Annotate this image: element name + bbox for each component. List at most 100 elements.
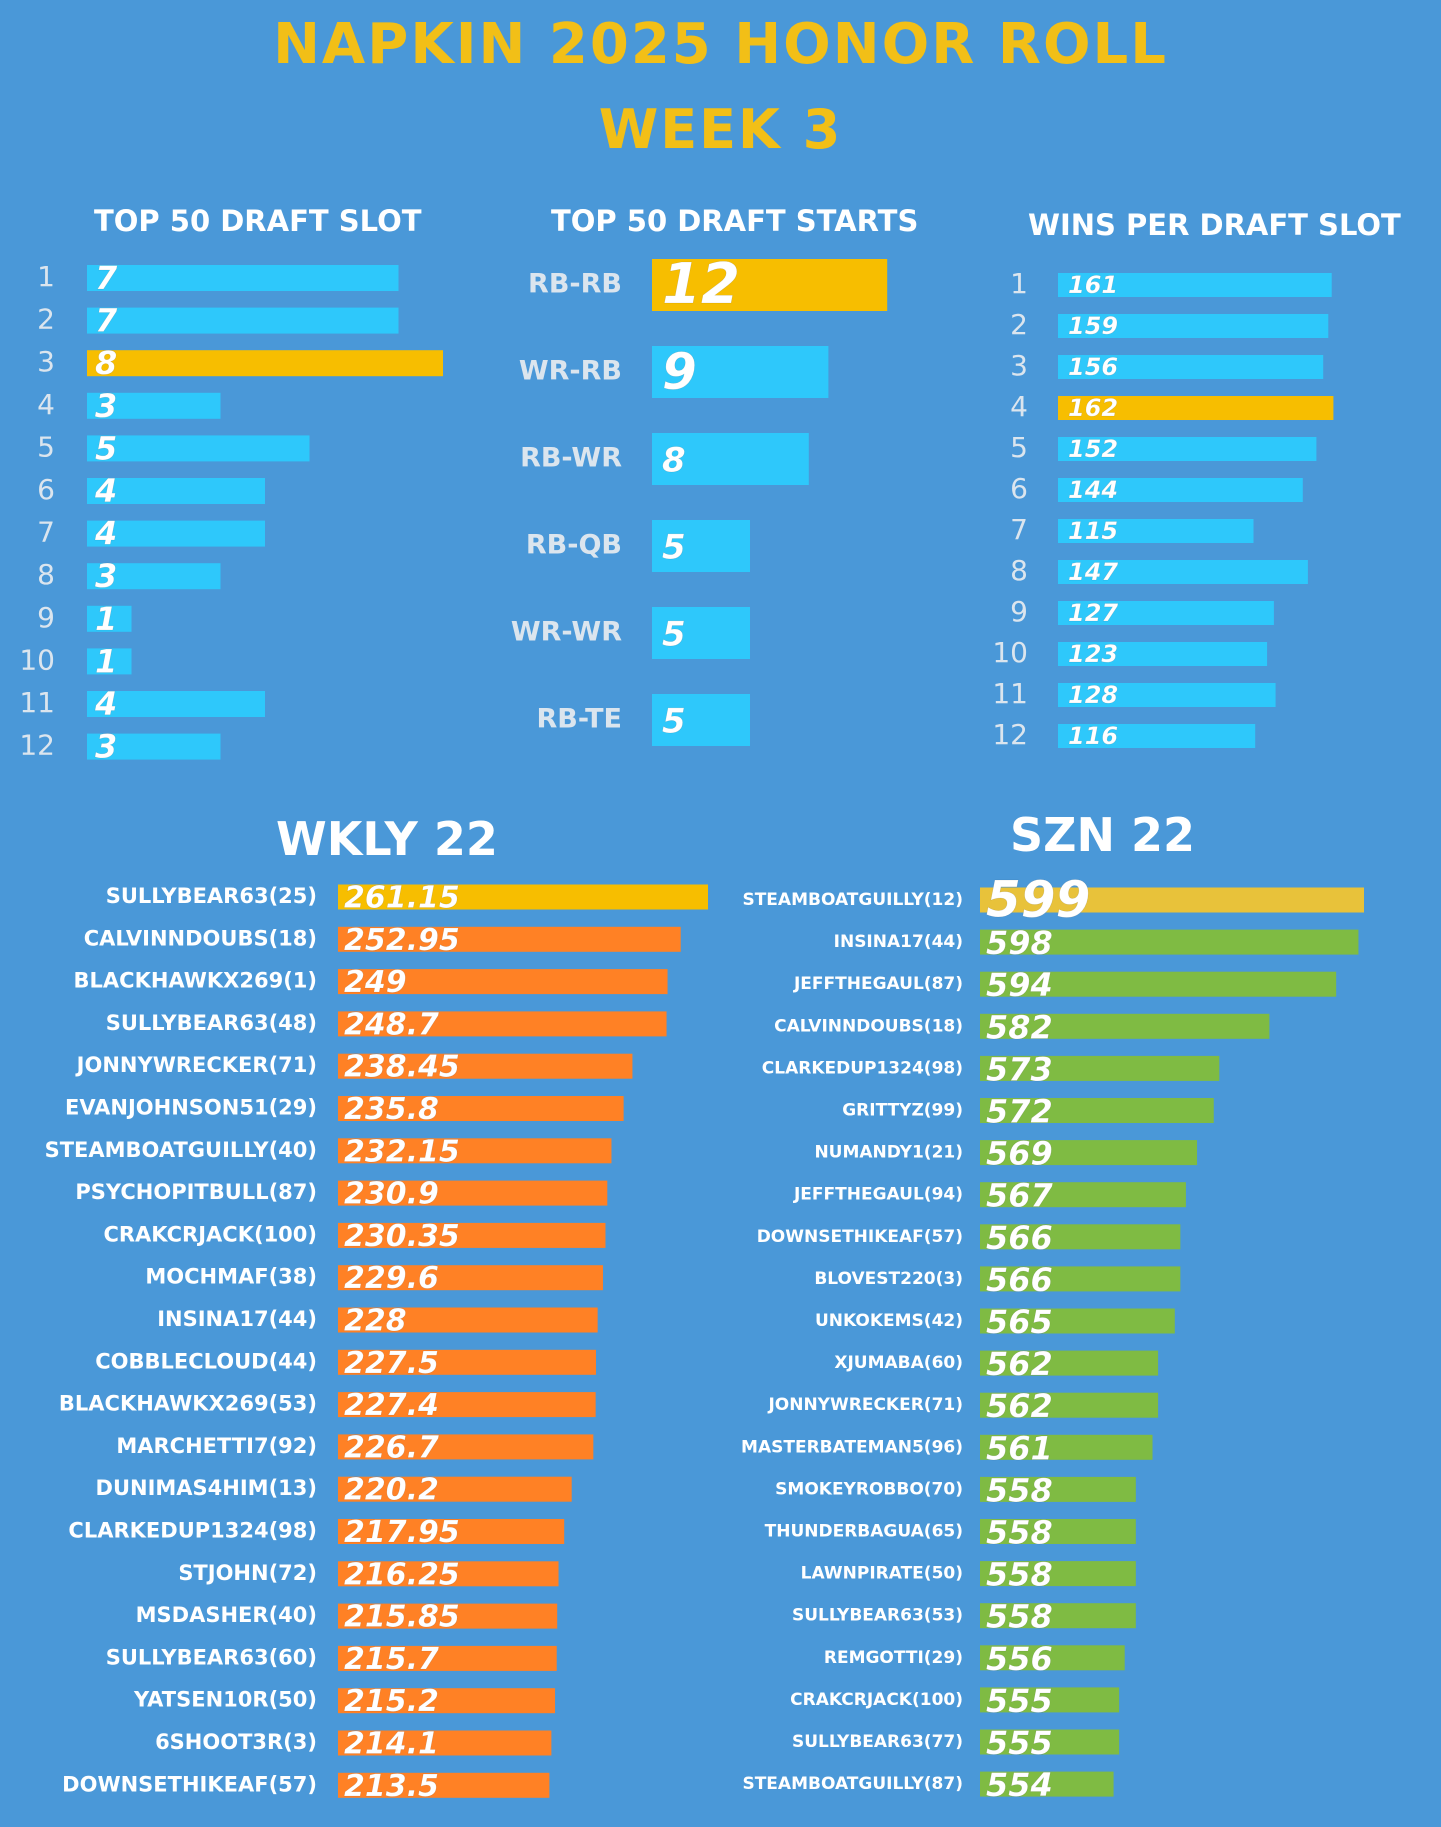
wins-bar — [1058, 355, 1324, 379]
szn-name-label: INSINA17(44) — [834, 932, 963, 952]
wkly-value-label: 228 — [344, 1304, 407, 1339]
starts-tick-label: WR-RB — [519, 356, 622, 387]
slot-tick-label: 6 — [37, 473, 55, 506]
page-subtitle: WEEK 3 — [598, 98, 843, 161]
wkly-bar — [338, 1603, 558, 1629]
szn-name-label: STEAMBOATGUILLY(87) — [742, 1774, 963, 1794]
slot-bar — [87, 435, 310, 462]
wkly-bar — [338, 884, 708, 910]
starts-bar — [652, 694, 750, 746]
szn-value-label: 567 — [986, 1177, 1054, 1215]
wins-bar — [1058, 642, 1268, 666]
wkly-value-label: 215.85 — [344, 1600, 460, 1635]
wkly-bar — [338, 969, 668, 995]
wkly-name-label: BLACKHAWKX269(1) — [74, 969, 317, 993]
szn-bar — [980, 1519, 1136, 1544]
wkly-value-label: 217.95 — [344, 1515, 460, 1550]
szn-name-label: NUMANDY1(21) — [814, 1143, 963, 1163]
szn-value-label: 572 — [986, 1093, 1053, 1131]
wins-bar — [1058, 519, 1254, 543]
starts-tick-label: RB-WR — [520, 443, 622, 474]
slot-bar — [87, 307, 399, 334]
szn-value-label: 565 — [986, 1303, 1053, 1341]
szn-value-label: 569 — [986, 1135, 1053, 1173]
szn-bar — [980, 1476, 1136, 1502]
starts-value-label: 5 — [662, 702, 686, 742]
wins-bar — [1058, 273, 1332, 297]
starts-value-label: 12 — [662, 252, 740, 317]
szn-name-label: CRAKCRJACK(100) — [790, 1690, 963, 1710]
wkly-name-label: CALVINNDOUBS(18) — [84, 926, 317, 950]
wins-tick-label: 8 — [1010, 554, 1028, 587]
szn-name-label: JEFFTHEGAUL(94) — [793, 1185, 963, 1205]
wins-per-slot-title: WINS PER DRAFT SLOT — [1028, 208, 1401, 242]
wkly-bar — [338, 1476, 572, 1502]
slot-value-label: 4 — [94, 472, 117, 510]
wkly-name-label: BLACKHAWKX269(53) — [59, 1392, 317, 1416]
szn-value-label: 556 — [986, 1640, 1053, 1678]
wkly-name-label: JONNYWRECKER(71) — [75, 1053, 317, 1077]
wkly-value-label: 220.2 — [344, 1473, 439, 1508]
slot-value-label: 3 — [95, 387, 117, 425]
szn-bar — [980, 1603, 1136, 1629]
slot-tick-label: 5 — [37, 430, 55, 463]
slot-value-label: 1 — [95, 600, 117, 638]
slot-bar — [87, 350, 443, 377]
wkly-bar — [338, 1053, 633, 1079]
szn-bar — [980, 1561, 1136, 1587]
szn-value-label: 558 — [986, 1514, 1053, 1552]
slot-bar — [87, 691, 265, 717]
szn-name-label: UNKOKEMS(42) — [815, 1311, 963, 1331]
top50-starts-title: TOP 50 DRAFT STARTS — [551, 204, 919, 238]
wkly-value-label: 235.8 — [344, 1092, 439, 1127]
wkly-name-label: 6SHOOT3R(3) — [155, 1730, 317, 1754]
slot-bar — [87, 648, 132, 675]
slot-bar — [87, 265, 399, 291]
wkly-value-label: 215.7 — [344, 1642, 439, 1677]
szn-name-label: CLARKEDUP1324(98) — [762, 1058, 963, 1078]
starts-tick-label: RB-QB — [526, 530, 622, 561]
szn-value-label: 566 — [986, 1261, 1053, 1299]
wkly-value-label: 248.7 — [344, 1007, 439, 1042]
wins-value-label: 156 — [1068, 353, 1118, 381]
wins-value-label: 115 — [1068, 517, 1118, 545]
szn-bar — [980, 929, 1359, 955]
szn-bar — [980, 1224, 1181, 1250]
wkly-bar — [338, 1265, 603, 1291]
wkly-bar — [338, 1772, 550, 1798]
szn-bar — [980, 1308, 1175, 1334]
wkly-bar — [338, 1011, 667, 1037]
slot-tick-label: 11 — [19, 686, 55, 719]
slot-bar — [87, 478, 265, 504]
wkly-name-label: CRAKCRJACK(100) — [103, 1222, 317, 1246]
szn-value-label: 555 — [986, 1724, 1053, 1762]
slot-bar — [87, 392, 221, 419]
szn-title: SZN 22 — [1010, 808, 1196, 862]
szn-value-label: 598 — [986, 924, 1053, 962]
wins-value-label: 127 — [1068, 599, 1118, 627]
szn-name-label: REMGOTTI(29) — [824, 1648, 963, 1668]
szn-bar — [980, 1350, 1159, 1376]
starts-value-label: 5 — [662, 615, 686, 655]
wkly-name-label: PSYCHOPITBULL(87) — [75, 1180, 317, 1204]
szn-value-label: 562 — [986, 1387, 1053, 1425]
szn-value-label: 562 — [986, 1345, 1053, 1383]
szn-bar — [980, 1434, 1153, 1460]
szn-value-label: 558 — [986, 1471, 1053, 1509]
szn-name-label: THUNDERBAGUA(65) — [765, 1522, 963, 1542]
szn-value-label: 594 — [986, 966, 1053, 1004]
szn-name-label: SULLYBEAR63(77) — [792, 1732, 963, 1752]
page-title: NAPKIN 2025 HONOR ROLL — [273, 12, 1168, 77]
szn-name-label: CALVINNDOUBS(18) — [774, 1016, 963, 1036]
wkly-bar — [338, 1307, 598, 1333]
starts-tick-label: RB-TE — [537, 704, 622, 735]
wkly-value-label: 227.5 — [344, 1346, 439, 1381]
wkly-title: WKLY 22 — [276, 812, 498, 866]
wkly-name-label: COBBLECLOUD(44) — [95, 1349, 317, 1373]
slot-bar — [87, 605, 132, 632]
starts-tick-label: RB-RB — [528, 269, 622, 300]
szn-value-label: 573 — [986, 1050, 1053, 1088]
szn-name-label: GRITTYZ(99) — [842, 1101, 963, 1121]
wkly-value-label: 227.4 — [344, 1388, 439, 1423]
